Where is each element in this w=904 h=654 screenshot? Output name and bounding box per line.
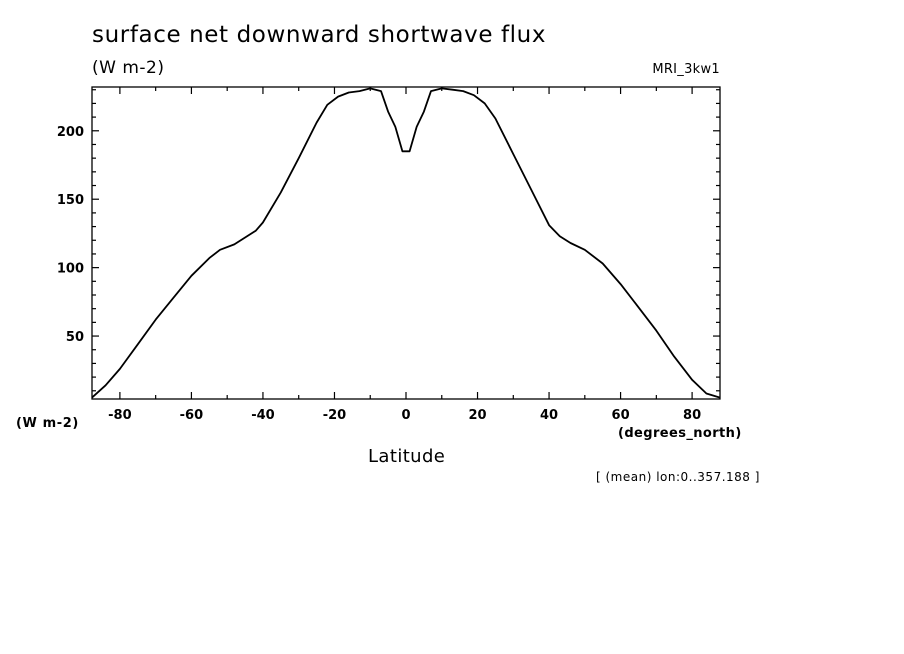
x-tick-label: -80 xyxy=(108,408,132,423)
averaging-note: [ (mean) lon:0..357.188 ] xyxy=(596,470,760,484)
axis-ticks xyxy=(92,87,720,399)
axis-tick-labels: -80 -60 -40 -20 0 20 40 60 80 50 100 150 200 xyxy=(57,125,701,423)
y-tick-label: 200 xyxy=(57,125,84,140)
x-tick-label: -40 xyxy=(251,408,275,423)
series-line xyxy=(91,87,721,399)
x-tick-label: 0 xyxy=(401,408,410,423)
y-tick-label: 50 xyxy=(66,330,84,345)
x-units-label: (degrees_north) xyxy=(618,426,742,441)
x-tick-label: 80 xyxy=(683,408,701,423)
x-tick-label: -20 xyxy=(323,408,347,423)
chart-title: surface net downward shortwave flux xyxy=(92,22,547,48)
y-units-label: (W m-2) xyxy=(16,416,79,431)
x-tick-label: 60 xyxy=(612,408,630,423)
model-name: MRI_3kw1 xyxy=(652,62,720,77)
chart-units: (W m-2) xyxy=(92,58,165,78)
x-axis-label: Latitude xyxy=(368,446,446,467)
x-tick-label: 40 xyxy=(540,408,558,423)
y-tick-label: 100 xyxy=(57,262,84,277)
x-tick-label: -60 xyxy=(180,408,204,423)
y-tick-label: 150 xyxy=(57,193,84,208)
plot-frame xyxy=(91,86,721,400)
x-tick-label: 20 xyxy=(468,408,486,423)
